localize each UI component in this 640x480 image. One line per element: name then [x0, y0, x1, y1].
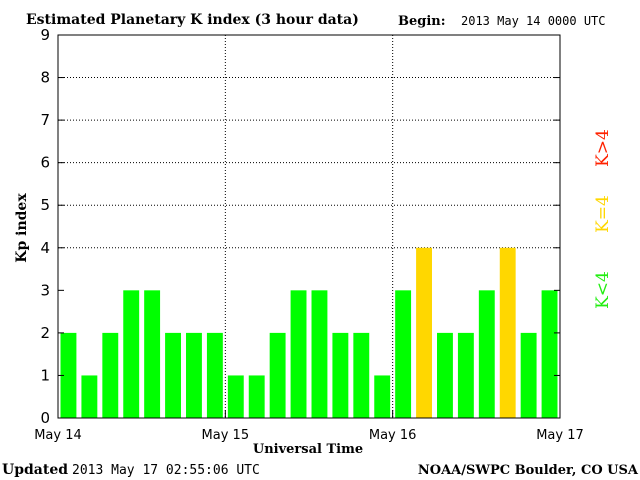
legend-entry: K=4 — [593, 195, 613, 233]
kp-bar — [60, 332, 77, 418]
legend-entry: K<4 — [593, 271, 613, 309]
y-tick-label: 7 — [40, 111, 50, 129]
kp-bar — [478, 290, 495, 418]
x-tick-label: May 16 — [369, 428, 417, 443]
updated-value: 2013 May 17 02:55:06 UTC — [72, 463, 260, 478]
kp-bar — [332, 332, 349, 418]
legend: K<4 K=4 K>4 — [593, 129, 613, 309]
kp-bar — [290, 290, 307, 418]
y-tick-label: 2 — [40, 324, 50, 342]
kp-bar — [416, 247, 432, 418]
y-tick-label: 1 — [40, 366, 50, 384]
y-tick-label: 8 — [40, 69, 50, 87]
kp-bar — [269, 332, 286, 418]
x-tick-label: May 15 — [202, 428, 250, 443]
y-tick-label: 5 — [40, 196, 50, 214]
kp-bar — [311, 290, 328, 418]
x-axis-label: Universal Time — [253, 442, 363, 457]
grid-lines — [58, 35, 560, 418]
kp-bar — [144, 290, 161, 418]
kp-bar — [541, 290, 558, 418]
y-axis-label: Kp index — [14, 193, 30, 263]
y-tick-label: 9 — [40, 26, 50, 44]
begin-value: 2013 May 14 0000 UTC — [461, 14, 606, 28]
x-tick-label: May 14 — [34, 428, 82, 443]
x-tick-labels: May 14 May 15 May 16 May 17 — [34, 410, 584, 443]
kp-bar — [102, 332, 119, 418]
x-tick-label: May 17 — [536, 428, 584, 443]
plot-frame — [57, 34, 561, 419]
y-tick-label: 0 — [40, 409, 50, 427]
chart-title: Estimated Planetary K index (3 hour data… — [26, 12, 359, 28]
y-tick-label: 6 — [40, 154, 50, 172]
y-tick-label: 4 — [40, 239, 50, 257]
updated-label: Updated — [2, 462, 68, 478]
kp-bar — [123, 290, 140, 418]
kp-bar — [353, 332, 370, 418]
kp-bar — [437, 332, 453, 418]
kp-bar — [395, 290, 412, 418]
kp-bar — [186, 332, 202, 418]
kp-bar — [374, 375, 391, 418]
y-tick-label: 3 — [40, 281, 50, 299]
kp-bar — [520, 332, 537, 418]
kp-bar — [165, 332, 181, 418]
kp-bar — [206, 332, 223, 418]
kp-bar — [227, 375, 244, 418]
source-credit: NOAA/SWPC Boulder, CO USA — [418, 463, 639, 478]
kp-bar — [457, 332, 474, 418]
kp-bar — [248, 375, 265, 418]
legend-entry: K>4 — [593, 129, 613, 167]
y-tick-labels: 0 1 2 3 4 5 6 7 8 9 — [40, 26, 560, 427]
bar-series — [60, 247, 558, 418]
kp-bar — [81, 375, 98, 418]
begin-label: Begin: — [398, 14, 446, 29]
kp-bar — [499, 247, 516, 418]
